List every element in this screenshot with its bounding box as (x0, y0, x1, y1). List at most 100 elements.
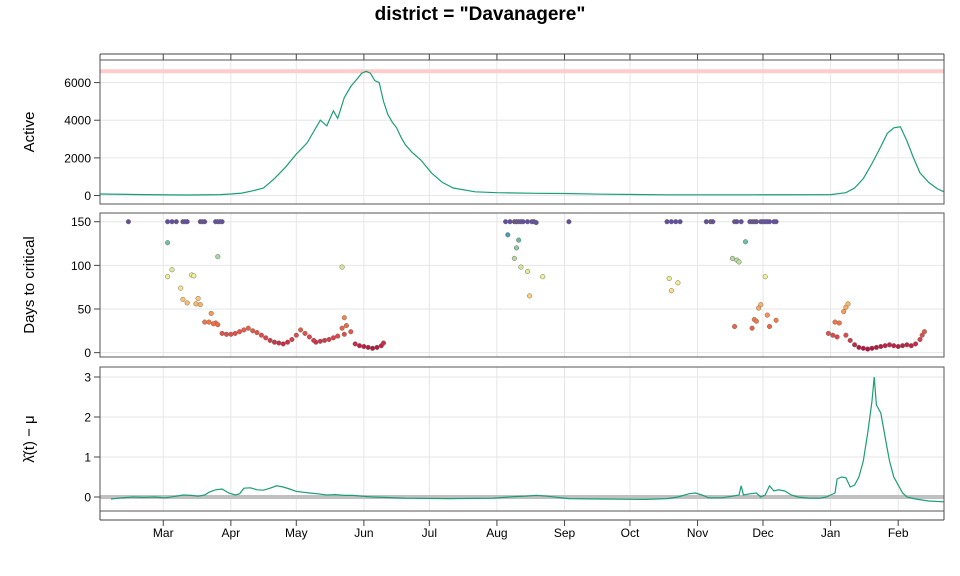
days_to_critical-point-81 (524, 219, 531, 225)
x-tick-label-3: Jun (354, 526, 373, 540)
chart-title: district = "Davanagere" (374, 4, 586, 25)
days_to_critical-point-154 (904, 342, 910, 348)
days_to_critical-point-140 (843, 332, 849, 338)
days_to_critical-point-42 (263, 335, 269, 341)
days_to_critical-point-121 (675, 280, 681, 286)
days_to_critical-point-89 (511, 255, 517, 261)
days_to_critical-point-92 (540, 274, 546, 280)
days_to_critical-point-35 (232, 330, 238, 336)
days_to_critical-point-112 (766, 219, 773, 225)
days_to_critical-point-129 (749, 325, 755, 331)
days_to_critical-point-159 (921, 329, 927, 335)
days_to_critical-point-33 (223, 331, 230, 337)
days_to_critical-point-16 (169, 267, 175, 273)
lambda_minus_mu-ytick-label-1: 1 (84, 451, 91, 465)
days_to_critical-point-55 (317, 338, 323, 344)
x-tick-label-7: Oct (621, 526, 640, 540)
days_to_critical-point-141 (847, 337, 853, 343)
lambda_minus_mu-frame (99, 366, 945, 512)
days_to_critical-ylabel: Days to critical (21, 236, 38, 334)
days_to_critical-point-45 (276, 340, 282, 346)
days_to_critical-point-38 (245, 325, 251, 331)
days_to_critical-ytick-label-3: 150 (71, 215, 91, 229)
days_to_critical-ytick-label-2: 100 (71, 259, 91, 273)
days_to_critical-point-98 (703, 219, 709, 225)
days_to_critical-point-149 (882, 343, 888, 349)
active-ylabel: Active (21, 112, 38, 153)
days_to_critical-point-28 (206, 319, 212, 325)
lambda_minus_mu-ytick-label-2: 2 (84, 411, 91, 425)
days_to_critical-point-73 (339, 264, 345, 270)
days_to_critical-point-115 (742, 239, 749, 245)
days_to_critical-point-67 (365, 344, 371, 350)
days_to_critical-point-69 (374, 344, 380, 350)
days_to_critical-point-88 (513, 245, 520, 251)
days_to_critical-point-143 (856, 344, 862, 350)
days_to_critical-point-26 (197, 302, 203, 308)
days_to_critical-point-146 (869, 345, 875, 351)
x-tick-label-1: Apr (222, 526, 241, 540)
days_to_critical-point-132 (825, 330, 831, 336)
lambda_minus_mu-ytick-label-3: 3 (84, 371, 91, 385)
days_to_critical-point-90 (518, 264, 524, 270)
days_to_critical-point-119 (762, 274, 768, 280)
days_to_critical-point-157 (917, 336, 923, 343)
days_to_critical-point-64 (352, 341, 358, 347)
days_to_critical-point-46 (280, 341, 286, 347)
days_to_critical-point-25 (208, 310, 214, 316)
days_to_critical-point-54 (313, 339, 319, 345)
days_to_critical-point-145 (865, 346, 871, 352)
days_to_critical-point-125 (756, 305, 762, 311)
days_to_critical-point-44 (271, 339, 278, 345)
days_to_critical-point-65 (356, 343, 363, 349)
days_to_critical-point-13 (219, 219, 225, 225)
days_to_critical-point-62 (343, 323, 349, 329)
lambda_minus_mu-ylabel: λ̂(t) − μ (21, 415, 38, 462)
days_to_critical-point-94 (664, 219, 670, 225)
days_to_critical-point-51 (302, 330, 308, 336)
days_to_critical-point-142 (852, 342, 858, 348)
days_to_critical-point-48 (289, 336, 295, 343)
days_to_critical-point-43 (267, 337, 273, 343)
days_to_critical-point-131 (773, 317, 779, 323)
days_to_critical-point-93 (527, 293, 533, 299)
days_to_critical-point-155 (908, 343, 914, 349)
days_to_critical-point-107 (753, 219, 759, 225)
days_to_critical-point-0 (125, 219, 131, 225)
days_to_critical-point-120 (666, 275, 672, 282)
days_to_critical-point-21 (180, 296, 186, 302)
days_to_critical-point-80 (520, 219, 526, 225)
x-tick-label-4: Jul (422, 526, 437, 540)
days_to_critical-point-130 (766, 323, 773, 330)
days_to_critical-point-37 (241, 327, 247, 333)
days_to_critical-point-91 (524, 268, 531, 275)
days_to_critical-point-63 (348, 329, 354, 335)
days_to_critical-point-103 (738, 219, 744, 225)
lambda_minus_mu-series-line (110, 376, 944, 503)
days_to_critical-point-19 (191, 273, 197, 279)
days_to_critical-point-20 (178, 285, 184, 291)
days_to_critical-point-9 (202, 219, 208, 225)
days_to_critical-point-123 (732, 323, 738, 330)
days_to_critical-point-59 (335, 333, 341, 339)
days_to_critical-point-34 (228, 331, 234, 337)
days_to_critical-point-122 (668, 288, 674, 294)
days_to_critical-point-17 (165, 274, 171, 280)
days_to_critical-point-96 (673, 219, 679, 225)
days_to_critical-point-85 (566, 219, 572, 225)
days_to_critical-point-36 (237, 329, 243, 335)
x-tick-label-9: Dec (752, 526, 773, 540)
days_to_critical-point-137 (841, 309, 847, 315)
days_to_critical-point-31 (215, 322, 221, 328)
days_to_critical-point-23 (193, 301, 199, 307)
days_to_critical-point-95 (668, 219, 674, 225)
lambda_minus_mu-plot-area (110, 376, 944, 503)
active-ytick-label-3: 6000 (64, 76, 91, 90)
days_to_critical-point-84 (533, 220, 539, 226)
days_to_critical-point-74 (503, 219, 509, 225)
days_to_critical-point-6 (184, 219, 190, 225)
days_to_critical-point-151 (891, 343, 897, 349)
days_to_critical-point-100 (710, 219, 716, 225)
days_to_critical-point-87 (516, 237, 522, 243)
days_to_critical-point-102 (734, 219, 740, 225)
